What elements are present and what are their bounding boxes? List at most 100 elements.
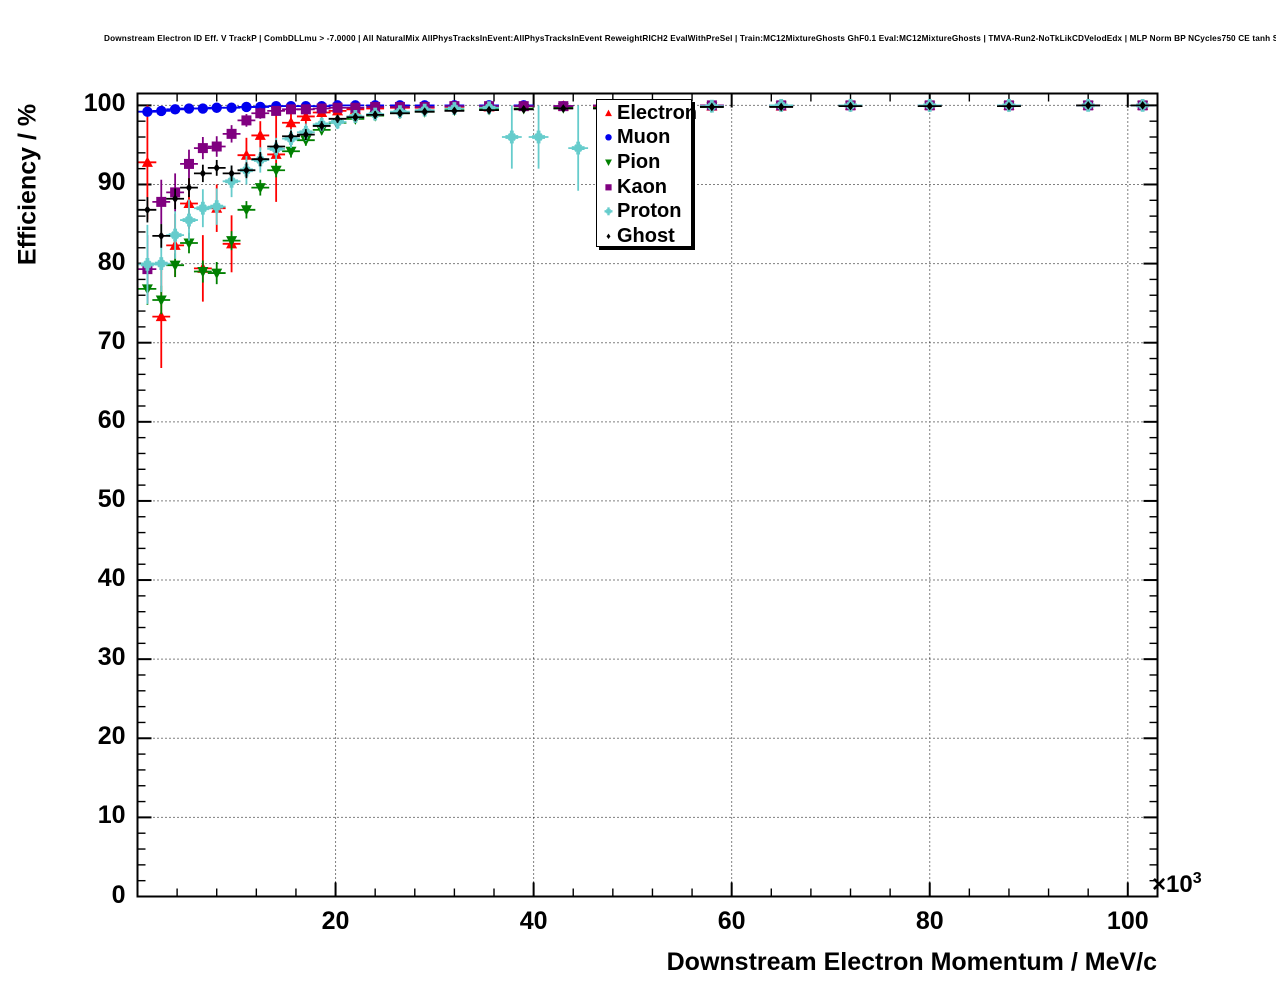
marker-diamond	[158, 231, 165, 241]
legend-label: Pion	[617, 151, 661, 174]
marker-diamond	[272, 142, 280, 151]
legend-marker-cross-star-icon	[600, 199, 617, 223]
marker-cross-d2	[198, 204, 207, 213]
plot-frame	[136, 92, 1159, 898]
x-tick-label: 100	[1106, 906, 1149, 935]
marker-diamond	[287, 131, 295, 141]
marker-triangle-down	[211, 268, 223, 280]
marker-diamond	[243, 165, 250, 175]
legend-item-electron[interactable]: Electron	[600, 101, 697, 126]
marker-cross-d2	[212, 202, 221, 211]
legend-marker-svg	[606, 233, 611, 240]
marker-diamond	[302, 130, 310, 140]
legend-label: Ghost	[617, 225, 675, 248]
marker-square	[350, 102, 361, 113]
marker-cross-d2	[143, 260, 152, 269]
marker-diamond	[421, 107, 428, 117]
marker-diamond	[213, 163, 220, 173]
marker-diamond	[926, 101, 933, 111]
legend[interactable]: Electron Muon Pion Kaon Proton Ghost	[596, 99, 697, 249]
marker-triangle-up	[285, 116, 297, 128]
x-tick-label: 40	[519, 906, 548, 935]
legend-item-muon[interactable]: Muon	[600, 125, 692, 150]
marker-square	[332, 102, 343, 113]
marker-cross-d2	[534, 133, 543, 141]
series-ghost	[138, 100, 1155, 248]
marker-square	[271, 105, 282, 116]
exponent-power: 3	[1192, 870, 1202, 887]
exponent-mantissa: ×10	[1152, 871, 1193, 898]
marker-square	[156, 196, 167, 207]
marker-triangle-down	[226, 236, 238, 247]
legend-label: Proton	[617, 200, 682, 223]
legend-item-kaon[interactable]: Kaon	[600, 175, 692, 200]
marker-triangle-down	[169, 260, 181, 272]
marker-cross-d2	[574, 144, 583, 153]
marker-triangle-down	[605, 159, 612, 167]
y-tick-label: 20	[97, 722, 126, 751]
marker-triangle-up	[155, 310, 167, 322]
marker-square	[370, 101, 381, 112]
marker-diamond	[560, 104, 567, 113]
x-axis-title: Downstream Electron Momentum / MeV/c	[666, 948, 1157, 976]
legend-marker-triangle-down-icon	[600, 150, 617, 174]
x-tick-label: 80	[915, 906, 944, 935]
marker-square	[183, 158, 194, 169]
marker-diamond	[1005, 101, 1013, 111]
marker-triangle-down	[254, 183, 266, 194]
legend-item-ghost[interactable]: Ghost	[600, 224, 692, 249]
marker-diamond	[199, 169, 207, 178]
marker-circle	[169, 104, 181, 115]
marker-diamond	[485, 105, 493, 115]
marker-square	[300, 104, 311, 115]
marker-triangle-down	[240, 205, 252, 216]
legend-marker-svg	[605, 109, 612, 116]
marker-square	[197, 143, 208, 154]
y-tick-label: 80	[97, 247, 126, 276]
y-tick-label: 60	[97, 405, 126, 434]
marker-circle	[197, 103, 209, 114]
marker-circle	[605, 134, 612, 142]
marker-triangle-up	[141, 156, 153, 167]
y-tick-label: 70	[97, 326, 126, 355]
legend-item-proton[interactable]: Proton	[600, 199, 692, 224]
marker-diamond	[1085, 100, 1092, 110]
legend-marker-svg	[604, 207, 613, 216]
marker-circle	[183, 103, 195, 114]
legend-marker-svg	[605, 184, 612, 191]
y-tick-label: 90	[97, 168, 126, 197]
legend-marker-svg	[605, 134, 612, 142]
marker-triangle-up	[240, 149, 252, 160]
legend-label: Muon	[617, 126, 671, 149]
y-tick-label: 100	[83, 89, 126, 118]
legend-marker-triangle-up-icon	[600, 101, 617, 125]
marker-diamond	[257, 154, 264, 164]
marker-triangle-up	[254, 129, 266, 140]
marker-square	[226, 128, 237, 139]
y-tick-label: 10	[97, 801, 126, 830]
marker-square	[255, 108, 266, 119]
y-tick-label: 40	[97, 564, 126, 593]
marker-triangle-down	[270, 165, 282, 177]
x-tick-label: 60	[717, 906, 746, 935]
marker-square	[211, 141, 222, 152]
marker-diamond	[451, 106, 458, 116]
marker-cross-d2	[157, 259, 166, 268]
marker-square	[285, 104, 296, 115]
marker-circle	[241, 101, 252, 113]
marker-circle	[226, 102, 237, 113]
frame-rect	[136, 92, 1159, 898]
marker-diamond	[352, 112, 359, 122]
marker-diamond	[318, 121, 325, 131]
marker-triangle-down	[285, 146, 297, 158]
marker-diamond	[396, 108, 404, 118]
marker-diamond	[778, 102, 785, 112]
legend-item-pion[interactable]: Pion	[600, 150, 692, 175]
marker-square	[316, 103, 327, 114]
marker-square	[605, 184, 612, 191]
x-axis-exponent-label: ×103	[1152, 870, 1202, 899]
marker-cross-d2	[171, 231, 180, 240]
marker-square	[241, 115, 252, 126]
marker-diamond	[185, 183, 193, 193]
